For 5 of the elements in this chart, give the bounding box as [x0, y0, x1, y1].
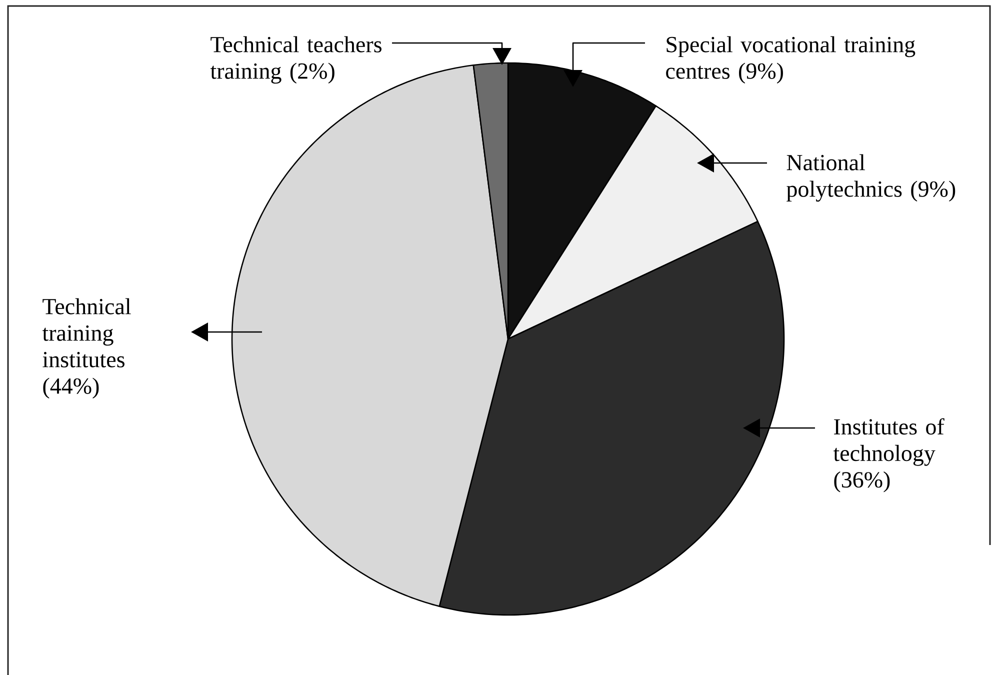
- slice-label: National polytechnics (9%): [786, 154, 956, 202]
- slice-label: Technical training institutes (44%): [42, 298, 131, 399]
- slice-label: Special vocational training centres (9%): [666, 36, 916, 84]
- slice-label: Technical teachers training (2%): [210, 36, 382, 84]
- slice-label: Institutes of technology (36%): [833, 418, 944, 492]
